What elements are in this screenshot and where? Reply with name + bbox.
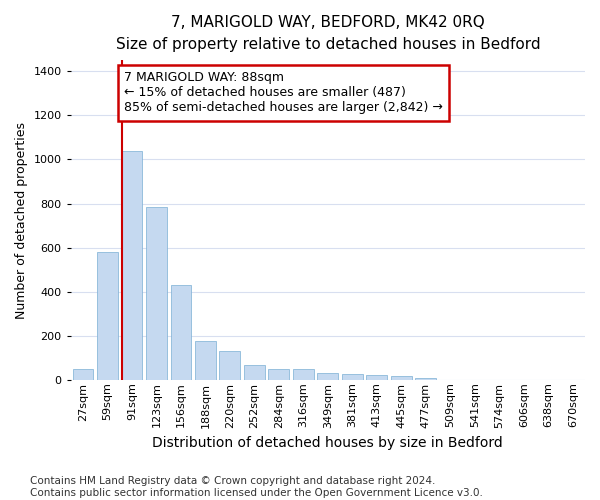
Bar bbox=[97, 252, 118, 380]
Text: 7 MARIGOLD WAY: 88sqm
← 15% of detached houses are smaller (487)
85% of semi-det: 7 MARIGOLD WAY: 88sqm ← 15% of detached … bbox=[124, 72, 443, 114]
Bar bbox=[146, 207, 167, 380]
Title: 7, MARIGOLD WAY, BEDFORD, MK42 0RQ
Size of property relative to detached houses : 7, MARIGOLD WAY, BEDFORD, MK42 0RQ Size … bbox=[116, 15, 540, 52]
X-axis label: Distribution of detached houses by size in Bedford: Distribution of detached houses by size … bbox=[152, 436, 503, 450]
Bar bbox=[317, 373, 338, 380]
Bar bbox=[195, 340, 216, 380]
Bar bbox=[415, 378, 436, 380]
Y-axis label: Number of detached properties: Number of detached properties bbox=[15, 122, 28, 318]
Bar bbox=[244, 366, 265, 380]
Bar bbox=[293, 370, 314, 380]
Bar bbox=[342, 374, 363, 380]
Text: Contains HM Land Registry data © Crown copyright and database right 2024.
Contai: Contains HM Land Registry data © Crown c… bbox=[30, 476, 483, 498]
Bar bbox=[122, 150, 142, 380]
Bar bbox=[170, 285, 191, 380]
Bar bbox=[367, 376, 387, 380]
Bar bbox=[268, 368, 289, 380]
Bar bbox=[73, 370, 94, 380]
Bar bbox=[220, 351, 241, 380]
Bar bbox=[391, 376, 412, 380]
